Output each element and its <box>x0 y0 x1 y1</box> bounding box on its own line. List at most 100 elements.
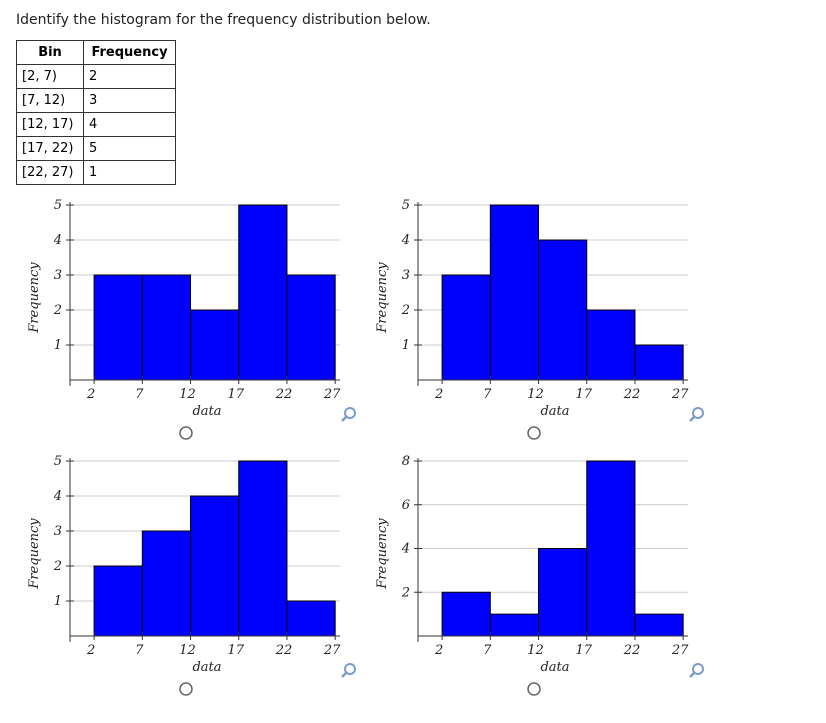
zoom-lens <box>344 407 356 419</box>
x-axis-label: data <box>192 404 221 419</box>
bar <box>538 548 588 637</box>
table-row: [17, 22) 5 <box>16 136 176 161</box>
table-row: [22, 27) 1 <box>16 160 176 185</box>
column-header: Bin <box>16 40 84 65</box>
x-tick-label: 17 <box>575 387 592 402</box>
x-tick-label: 12 <box>179 643 196 658</box>
bar <box>441 274 491 381</box>
table-cell: [7, 12) <box>16 88 84 113</box>
x-tick-label: 22 <box>623 643 641 658</box>
bar <box>634 344 684 381</box>
bar <box>538 239 588 381</box>
table-cell: 3 <box>83 88 176 113</box>
y-tick-label: 1 <box>402 338 410 353</box>
x-tick-label: 22 <box>275 643 293 658</box>
y-tick-label: 4 <box>401 233 410 248</box>
column-header: Frequency <box>83 40 176 65</box>
zoom-handle <box>341 672 347 678</box>
y-tick-label: 2 <box>53 559 62 574</box>
x-tick-label: 2 <box>434 387 443 402</box>
bar <box>93 274 143 381</box>
table-cell: 4 <box>83 112 176 137</box>
table-cell: 2 <box>83 64 176 89</box>
x-tick-label: 22 <box>623 387 641 402</box>
bar <box>238 204 288 381</box>
radio-button[interactable] <box>179 682 193 696</box>
radio-button[interactable] <box>179 426 193 440</box>
x-tick-label: 2 <box>434 643 443 658</box>
y-tick-label: 3 <box>402 268 410 283</box>
y-tick-label: 4 <box>401 542 410 557</box>
y-tick-label: 2 <box>401 303 410 318</box>
bar <box>93 565 143 637</box>
radio-button[interactable] <box>527 682 541 696</box>
bar <box>586 460 636 637</box>
table-cell: [22, 27) <box>16 160 84 185</box>
zoom-handle <box>689 672 695 678</box>
bar <box>141 530 192 637</box>
y-tick-label: 6 <box>402 498 410 513</box>
bar <box>489 204 540 381</box>
zoom-icon[interactable] <box>689 407 704 422</box>
zoom-icon[interactable] <box>689 663 704 678</box>
table-row: [2, 7) 2 <box>16 64 176 89</box>
y-tick-label: 4 <box>53 233 62 248</box>
x-tick-label: 12 <box>179 387 196 402</box>
bar <box>634 613 684 637</box>
zoom-icon[interactable] <box>341 407 356 422</box>
y-tick-label: 8 <box>402 454 410 469</box>
x-tick-label: 7 <box>483 387 492 402</box>
x-tick-label: 2 <box>86 387 95 402</box>
zoom-handle <box>341 416 347 422</box>
bar <box>190 495 240 637</box>
x-tick-label: 17 <box>227 643 244 658</box>
bar <box>489 613 540 637</box>
zoom-lens <box>344 663 356 675</box>
y-tick-label: 5 <box>402 198 410 213</box>
y-tick-label: 2 <box>53 303 62 318</box>
y-tick-label: 1 <box>54 338 62 353</box>
x-tick-label: 7 <box>483 643 492 658</box>
table-cell: [12, 17) <box>16 112 84 137</box>
y-tick-label: 4 <box>53 489 62 504</box>
x-axis-label: data <box>192 660 221 675</box>
x-tick-label: 12 <box>527 643 544 658</box>
table-cell: 5 <box>83 136 176 161</box>
y-tick-label: 5 <box>54 454 62 469</box>
y-axis-label: Frequency <box>375 518 390 590</box>
zoom-lens <box>692 663 704 675</box>
x-tick-label: 12 <box>527 387 544 402</box>
table-row: [12, 17) 4 <box>16 112 176 137</box>
x-tick-label: 17 <box>575 643 592 658</box>
frequency-table: Bin Frequency [2, 7) 2 [7, 12) 3 [12, 17) 4 [1… <box>16 40 176 185</box>
table-row: [7, 12) 3 <box>16 88 176 113</box>
y-tick-label: 3 <box>54 268 62 283</box>
zoom-lens <box>692 407 704 419</box>
x-tick-label: 27 <box>671 387 689 402</box>
x-tick-label: 7 <box>135 387 144 402</box>
x-axis-label: data <box>540 404 569 419</box>
bar <box>238 460 288 637</box>
table-cell: [17, 22) <box>16 136 84 161</box>
x-tick-label: 27 <box>323 387 341 402</box>
y-tick-label: 5 <box>54 198 62 213</box>
bar <box>441 591 491 637</box>
y-tick-label: 2 <box>401 585 410 600</box>
x-tick-label: 2 <box>86 643 95 658</box>
x-tick-label: 22 <box>275 387 293 402</box>
y-tick-label: 3 <box>54 524 62 539</box>
y-tick-label: 1 <box>54 594 62 609</box>
x-tick-label: 27 <box>671 643 689 658</box>
x-tick-label: 7 <box>135 643 144 658</box>
table-cell: [2, 7) <box>16 64 84 89</box>
y-axis-label: Frequency <box>27 518 42 590</box>
radio-button[interactable] <box>527 426 541 440</box>
zoom-icon[interactable] <box>341 663 356 678</box>
x-tick-label: 27 <box>323 643 341 658</box>
